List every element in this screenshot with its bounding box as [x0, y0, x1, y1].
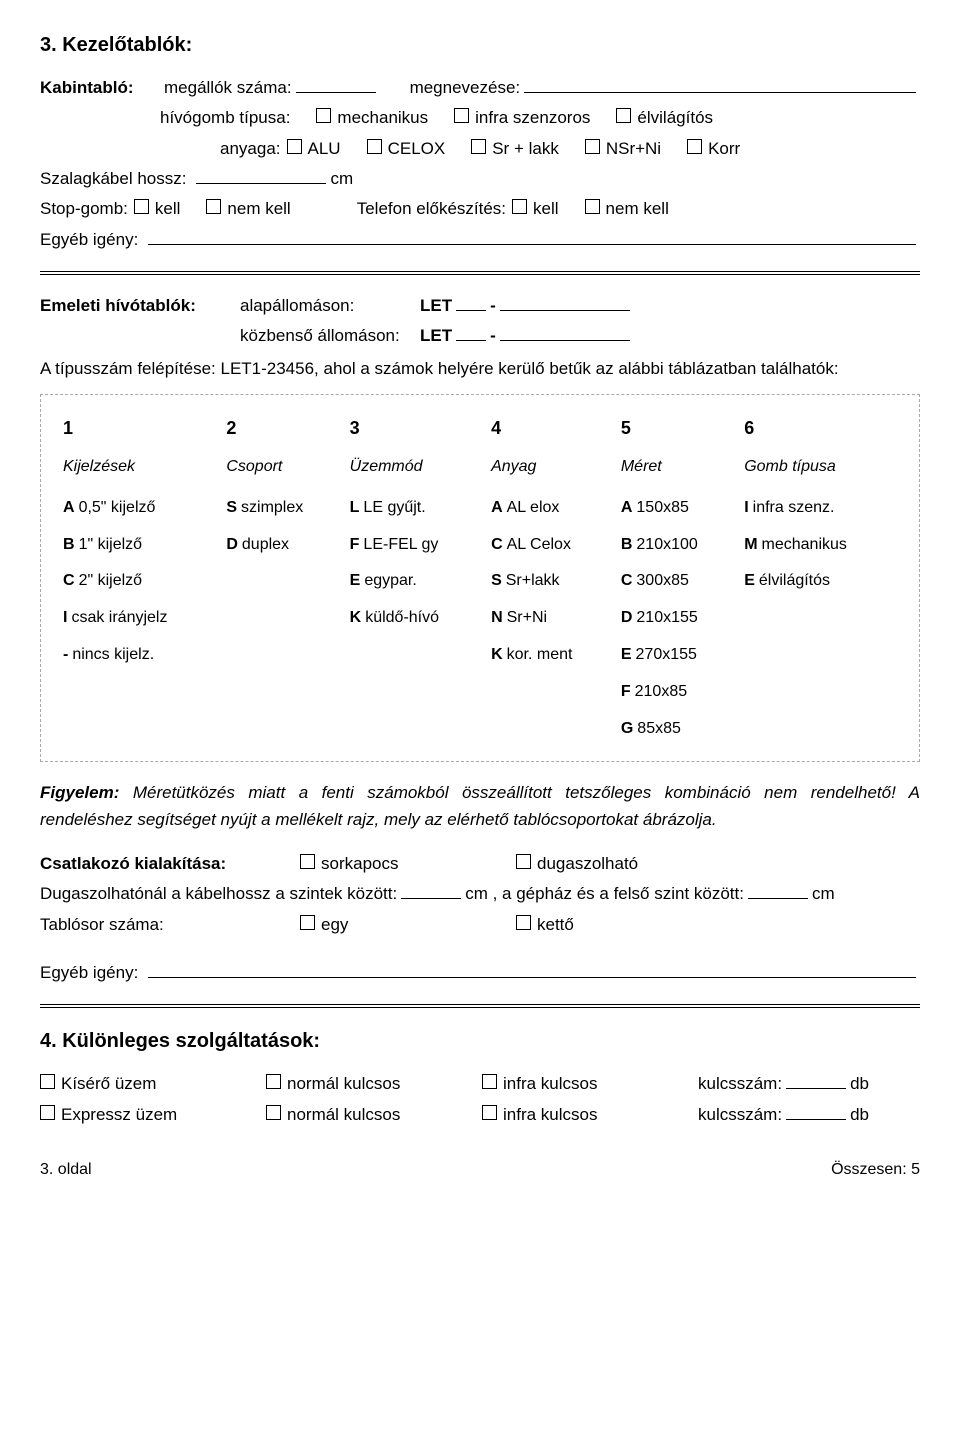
rule1 — [40, 271, 920, 275]
num-row: 1 2 3 4 5 6 — [59, 409, 901, 449]
footer-right: Összesen: 5 — [831, 1158, 920, 1183]
egyeb2-blank[interactable] — [148, 960, 916, 978]
szalag-label: Szalagkábel hossz: — [40, 166, 186, 192]
chk-egy[interactable]: egy — [300, 912, 490, 938]
kulcsszam-blank[interactable] — [786, 1071, 846, 1089]
chk-normal[interactable]: normál kulcsos — [266, 1102, 456, 1128]
table-row: F210x85 — [59, 674, 901, 711]
chk-infra[interactable]: infra szenzoros — [454, 105, 590, 131]
chk-alu[interactable]: ALU — [287, 136, 341, 162]
let1: LET — [420, 293, 452, 319]
kabin-row1: Kabintabló: megállók száma: megnevezése: — [40, 75, 920, 101]
chk-celox[interactable]: CELOX — [367, 136, 446, 162]
header-row: Kijelzések Csoport Üzemmód Anyag Méret G… — [59, 449, 901, 490]
chk-infra-kulcsos[interactable]: infra kulcsos — [482, 1102, 672, 1128]
db-unit: db — [850, 1102, 869, 1128]
chk-stop-nemkell[interactable]: nem kell — [206, 196, 290, 222]
csatl-row: Csatlakozó kialakítása: sorkapocs dugasz… — [40, 851, 920, 877]
service-row: Kísérő üzem normál kulcsos infra kulcsos ku… — [40, 1071, 920, 1097]
szalag-row: Szalagkábel hossz: cm — [40, 166, 920, 192]
egyeb2-label: Egyéb igény: — [40, 960, 138, 986]
table-row: Icsak irányjelzKküldő-hívóNSr+NiD210x155 — [59, 600, 901, 637]
dugasz-unit: cm — [812, 881, 835, 907]
dugasz-row: Dugaszolhatónál a kábelhossz a szintek k… — [40, 881, 920, 907]
emeleti-row1: Emeleti hívótablók: alapállomáson: LET - — [40, 293, 920, 319]
tablosor-row: Tablósor száma: egy kettő — [40, 912, 920, 938]
megallok-label: megállók száma: — [164, 75, 292, 101]
let1-blank2[interactable] — [500, 293, 630, 311]
egyeb2-row: Egyéb igény: — [40, 960, 920, 986]
stop-row: Stop-gomb: kell nem kell Telefon előkész… — [40, 196, 920, 222]
egyeb-label: Egyéb igény: — [40, 227, 138, 253]
megallok-blank[interactable] — [296, 75, 376, 93]
kabin-label: Kabintabló: — [40, 75, 158, 101]
csatl-label: Csatlakozó kialakítása: — [40, 851, 300, 877]
alap-label: alapállomáson: — [240, 293, 420, 319]
chk-dugaszolhato[interactable]: dugaszolható — [516, 851, 638, 877]
dugasz-label2: cm , a gépház és a felső szint között: — [465, 881, 744, 907]
dugasz-blank2[interactable] — [748, 881, 808, 899]
szalag-unit: cm — [330, 166, 353, 192]
kulcsszam-blank[interactable] — [786, 1102, 846, 1120]
chk-infra-kulcsos[interactable]: infra kulcsos — [482, 1071, 672, 1097]
chk-tel-nemkell[interactable]: nem kell — [585, 196, 669, 222]
megnev-label: megnevezése: — [410, 75, 521, 101]
anyaga-label: anyaga: — [220, 136, 281, 162]
tel-label: Telefon előkészítés: — [357, 196, 506, 222]
table-row: B1" kijelzőDduplexFLE-FEL gyCAL CeloxB21… — [59, 527, 901, 564]
emeleti-note: A típusszám felépítése: LET1-23456, ahol… — [40, 356, 920, 382]
section4-title: 4. Különleges szolgáltatások: — [40, 1026, 920, 1057]
emeleti-row2: közbenső állomáson: LET - — [40, 323, 920, 349]
kulcsszam-label: kulcsszám: — [698, 1102, 782, 1128]
hivogomb-row: hívógomb típusa: mechanikus infra szenzo… — [40, 105, 920, 131]
kulcsszam-label: kulcsszám: — [698, 1071, 782, 1097]
emeleti-label: Emeleti hívótablók: — [40, 293, 240, 319]
figyelem-note: Figyelem: Méretütközés miatt a fenti szá… — [40, 780, 920, 833]
table-row: C2" kijelzőEegypar.SSr+lakkC300x85Eélvil… — [59, 563, 901, 600]
table-row: -nincs kijelz.Kkor. mentE270x155 — [59, 637, 901, 674]
chk-korr[interactable]: Korr — [687, 136, 740, 162]
let2: LET — [420, 323, 452, 349]
chk-service[interactable]: Kísérő üzem — [40, 1071, 240, 1097]
kozb-label: közbenső állomáson: — [240, 323, 420, 349]
dugasz-label: Dugaszolhatónál a kábelhossz a szintek k… — [40, 881, 397, 907]
db-unit: db — [850, 1071, 869, 1097]
chk-ketto[interactable]: kettő — [516, 912, 574, 938]
table-row: G85x85 — [59, 711, 901, 748]
type-table-box: 1 2 3 4 5 6 Kijelzések Csoport Üzemmód A… — [40, 394, 920, 762]
type-table: 1 2 3 4 5 6 Kijelzések Csoport Üzemmód A… — [59, 409, 901, 747]
egyeb-row: Egyéb igény: — [40, 227, 920, 253]
footer: 3. oldal Összesen: 5 — [40, 1158, 920, 1183]
table-row: A0,5" kijelzőSszimplexLLE gyűjt.AAL elox… — [59, 490, 901, 527]
chk-stop-kell[interactable]: kell — [134, 196, 181, 222]
szalag-blank[interactable] — [196, 166, 326, 184]
tablosor-label: Tablósor száma: — [40, 912, 300, 938]
let1-blank[interactable] — [456, 293, 486, 311]
anyaga-row: anyaga: ALU CELOX Sr + lakk NSr+Ni Korr — [40, 136, 920, 162]
let2-blank[interactable] — [456, 323, 486, 341]
chk-mechanikus[interactable]: mechanikus — [316, 105, 428, 131]
egyeb-blank[interactable] — [148, 227, 916, 245]
megnev-blank[interactable] — [524, 75, 916, 93]
chk-nsrni[interactable]: NSr+Ni — [585, 136, 661, 162]
service-row: Expressz üzem normál kulcsos infra kulcsos… — [40, 1102, 920, 1128]
let2-blank2[interactable] — [500, 323, 630, 341]
stop-label: Stop-gomb: — [40, 196, 128, 222]
chk-normal[interactable]: normál kulcsos — [266, 1071, 456, 1097]
chk-srlakk[interactable]: Sr + lakk — [471, 136, 559, 162]
rule2 — [40, 1004, 920, 1008]
chk-elvilagitos[interactable]: élvilágítós — [616, 105, 713, 131]
footer-left: 3. oldal — [40, 1158, 92, 1183]
section3-title: 3. Kezelőtablók: — [40, 30, 920, 61]
dugasz-blank1[interactable] — [401, 881, 461, 899]
chk-service[interactable]: Expressz üzem — [40, 1102, 240, 1128]
hivogomb-label: hívógomb típusa: — [160, 105, 290, 131]
chk-tel-kell[interactable]: kell — [512, 196, 559, 222]
chk-sorkapocs[interactable]: sorkapocs — [300, 851, 490, 877]
